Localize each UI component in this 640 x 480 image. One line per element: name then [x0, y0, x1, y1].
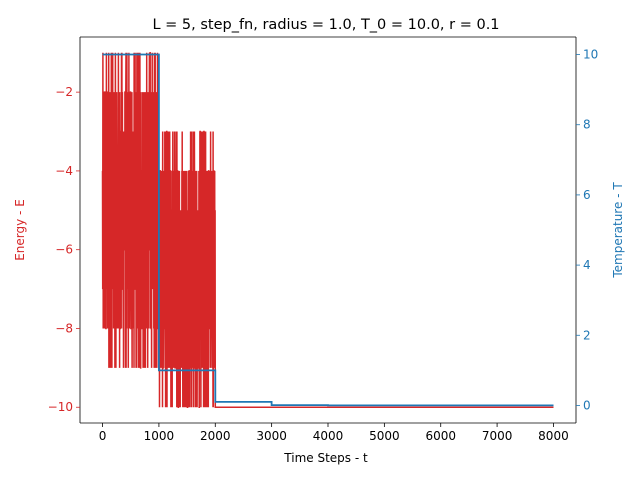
right-tick-label: 2 [583, 328, 591, 342]
right-tick-label: 4 [583, 258, 591, 272]
left-tick-label: −8 [55, 321, 73, 335]
x-tick-label: 8000 [538, 429, 569, 443]
left-tick-label: −4 [55, 164, 73, 178]
x-tick-label: 1000 [144, 429, 175, 443]
x-tick-label: 7000 [482, 429, 513, 443]
x-tick-label: 2000 [200, 429, 231, 443]
x-tick-label: 6000 [425, 429, 456, 443]
left-axis-label: Energy - E [13, 199, 27, 261]
left-tick-label: −6 [55, 243, 73, 257]
x-tick-label: 3000 [256, 429, 287, 443]
left-tick-label: −2 [55, 85, 73, 99]
x-tick-label: 4000 [313, 429, 344, 443]
x-tick-label: 5000 [369, 429, 400, 443]
right-tick-label: 8 [583, 118, 591, 132]
right-axis-label: Temperature - T [611, 182, 625, 279]
chart-title: L = 5, step_fn, radius = 1.0, T_0 = 10.0… [152, 17, 499, 33]
right-tick-label: 10 [583, 48, 598, 62]
right-tick-label: 0 [583, 398, 591, 412]
right-tick-label: 6 [583, 188, 591, 202]
axis-ticks: 0 1000 2000 3000 4000 5000 6000 7000 8000 −2 −4 −6 −… [48, 48, 599, 443]
x-tick-label: 0 [99, 429, 107, 443]
temperature-line [102, 53, 554, 407]
x-axis-label: Time Steps - t [283, 451, 368, 465]
left-tick-label: −10 [48, 400, 73, 414]
temperature-series [102, 53, 554, 407]
